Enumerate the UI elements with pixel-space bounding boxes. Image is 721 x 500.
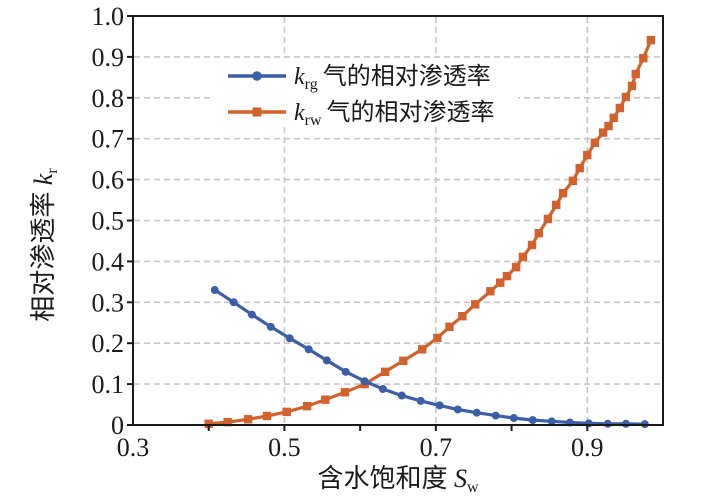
- circle-marker: [547, 417, 556, 426]
- square-marker: [243, 415, 253, 424]
- square-marker: [399, 356, 408, 365]
- square-marker: [458, 312, 467, 321]
- square-marker: [543, 214, 553, 224]
- circle-marker: [528, 416, 537, 425]
- series-krw-water: [204, 35, 656, 428]
- y-tick-label: 1.0: [92, 2, 125, 31]
- square-marker: [590, 138, 600, 147]
- square-marker: [615, 103, 625, 113]
- square-marker: [558, 188, 568, 198]
- square-marker: [621, 92, 631, 102]
- square-marker: [445, 322, 454, 332]
- circle-marker: [416, 396, 425, 405]
- circle-marker: [621, 419, 630, 428]
- square-marker: [646, 35, 656, 45]
- x-tick-label: 0.7: [420, 433, 453, 462]
- circle-marker: [341, 367, 350, 376]
- series-krg-gas: [210, 286, 649, 429]
- square-marker: [631, 69, 640, 79]
- circle-marker: [360, 377, 369, 386]
- y-tick-label: 0.1: [92, 370, 125, 399]
- y-tick-label: 0.7: [92, 125, 125, 154]
- square-marker: [583, 150, 592, 160]
- square-marker: [534, 228, 544, 238]
- circle-marker: [491, 411, 500, 420]
- circle-marker: [435, 401, 444, 410]
- y-tick-label: 0.9: [92, 43, 125, 72]
- circle-marker: [453, 405, 462, 414]
- square-marker: [639, 53, 648, 63]
- legend-circle-marker: [252, 71, 262, 81]
- y-tick-label: 0.3: [92, 288, 125, 317]
- square-marker: [262, 411, 272, 421]
- square-marker: [223, 417, 232, 427]
- y-tick-label: 0.5: [92, 207, 125, 236]
- legend-square-marker: [252, 107, 262, 117]
- square-marker: [511, 262, 521, 272]
- x-axis-title: 含水饱和度 Sw: [317, 464, 479, 496]
- x-tick-label: 0.9: [571, 433, 604, 462]
- square-marker: [302, 401, 312, 411]
- series-line: [213, 288, 645, 426]
- circle-marker: [266, 322, 275, 331]
- square-marker: [282, 407, 291, 417]
- circle-marker: [378, 385, 387, 394]
- x-tick-label: 0.3: [117, 433, 150, 462]
- square-marker: [568, 176, 578, 186]
- legend: krg 气的相对渗透率 krw 气的相对渗透率: [210, 58, 518, 129]
- circle-marker: [322, 356, 331, 365]
- square-marker: [204, 419, 213, 428]
- square-marker: [609, 113, 618, 123]
- circle-marker: [247, 310, 256, 319]
- square-marker: [552, 200, 561, 210]
- circle-marker: [509, 414, 518, 423]
- circle-marker: [603, 419, 612, 428]
- square-marker: [418, 345, 427, 354]
- axis-ticks: [127, 15, 589, 431]
- square-marker: [321, 395, 330, 404]
- square-marker: [496, 278, 505, 287]
- square-marker: [604, 121, 613, 131]
- x-tick-labels: 0.3 0.5 0.7 0.9: [117, 433, 604, 462]
- square-marker: [380, 367, 390, 377]
- square-marker: [340, 388, 350, 397]
- square-marker: [486, 287, 495, 296]
- legend-symbols: [228, 71, 286, 117]
- circle-marker: [304, 345, 313, 354]
- square-marker: [471, 300, 480, 309]
- y-tick-label: 0: [111, 411, 124, 440]
- y-tick-label: 0.2: [92, 329, 125, 358]
- y-tick-labels: 1.0 0.9 0.8 0.7 0.6 0.5 0.4 0.3 0.2 0.1 0: [92, 2, 125, 440]
- y-axis-title: 相对渗透率 kr: [29, 168, 61, 322]
- circle-marker: [472, 408, 481, 417]
- gridlines: [134, 17, 662, 424]
- y-tick-label: 0.6: [92, 166, 125, 195]
- legend-item-gas-label: krg 气的相对渗透率: [294, 63, 491, 93]
- legend-item-water-label: krw 气的相对渗透率: [294, 99, 495, 129]
- circle-marker: [584, 419, 593, 428]
- square-marker: [518, 252, 528, 262]
- square-marker: [575, 163, 584, 173]
- circle-marker: [397, 391, 406, 400]
- circle-marker: [210, 286, 219, 295]
- square-marker: [598, 128, 608, 137]
- y-tick-label: 0.8: [92, 84, 125, 113]
- square-marker: [627, 81, 637, 91]
- y-tick-label: 0.4: [92, 247, 125, 276]
- x-tick-label: 0.5: [268, 433, 301, 462]
- square-marker: [527, 240, 537, 250]
- square-marker: [433, 333, 442, 343]
- circle-marker: [285, 334, 294, 343]
- square-marker: [502, 271, 512, 281]
- circle-marker: [229, 298, 238, 307]
